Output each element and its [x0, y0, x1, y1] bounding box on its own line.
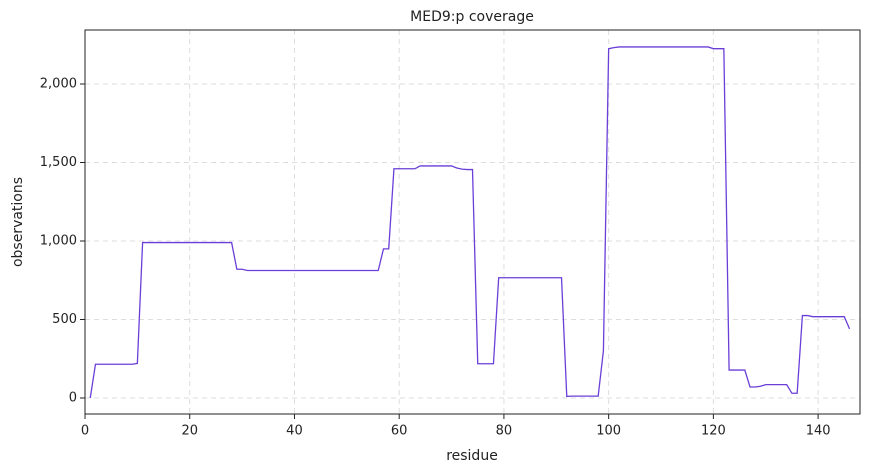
y-tick-label: 1,000 [40, 233, 77, 248]
x-tick-label: 140 [806, 424, 831, 439]
data-line [89, 46, 851, 399]
chart-title: MED9:p coverage [410, 9, 534, 25]
y-axis-label: observations [10, 177, 26, 267]
plot-frame [84, 29, 861, 415]
x-tick-label: 80 [496, 424, 513, 439]
x-tick-label: 40 [286, 424, 303, 439]
x-tick-label: 0 [81, 424, 89, 439]
x-tick-label: 120 [701, 424, 726, 439]
x-axis-label: residue [446, 448, 498, 464]
y-tick-label: 1,500 [40, 155, 77, 170]
y-tick-label: 0 [69, 390, 77, 405]
x-tick-label: 20 [181, 424, 198, 439]
y-tick-label: 2,000 [40, 77, 77, 92]
y-tick-label: 500 [52, 312, 77, 327]
x-tick-label: 100 [596, 424, 621, 439]
x-tick-label: 60 [391, 424, 408, 439]
